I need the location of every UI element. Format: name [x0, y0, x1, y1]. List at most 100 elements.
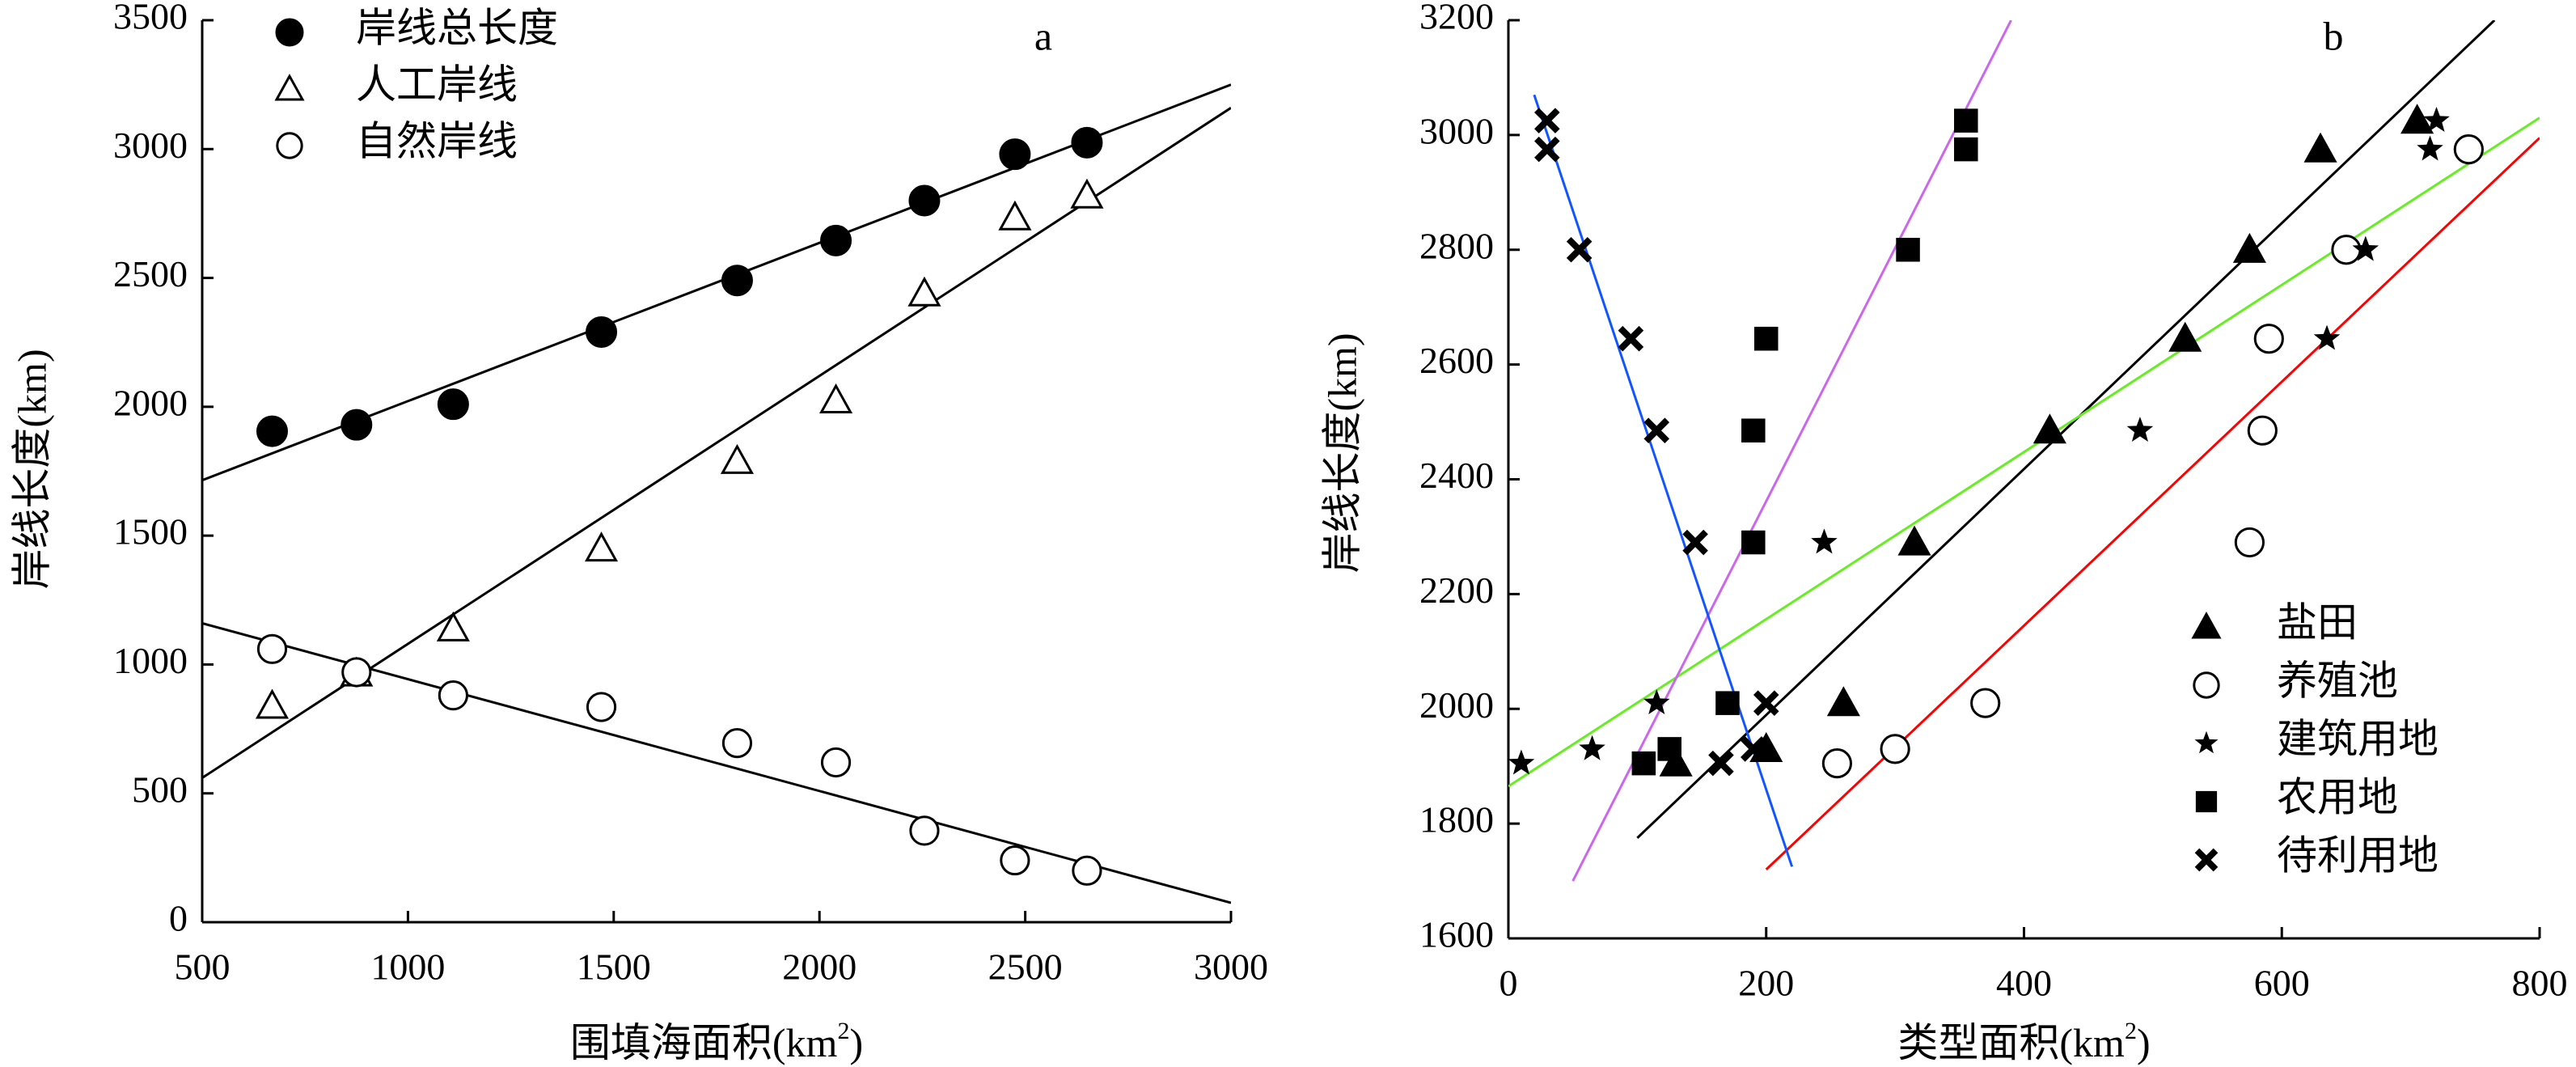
y-tick-label: 2800	[1419, 225, 1494, 266]
legend-marker	[2193, 671, 2220, 699]
y-tick-label: 2400	[1419, 455, 1494, 496]
data-point	[2453, 134, 2484, 165]
fit-lines	[1508, 20, 2540, 882]
fit-line	[202, 83, 1231, 482]
data-point	[1970, 688, 2001, 718]
data-point	[1954, 108, 1978, 133]
x-axis-title: 围填海面积(km2)	[570, 1018, 863, 1066]
data-point	[1741, 418, 1766, 442]
x-axis-title-close: )	[849, 1020, 863, 1065]
data-point	[909, 815, 940, 846]
y-tick-label: 3000	[1419, 110, 1494, 151]
y-tick-label: 3000	[113, 125, 188, 166]
data-point	[1821, 748, 1853, 779]
data-point	[2234, 527, 2265, 558]
data-point	[720, 443, 754, 474]
panel-label: b	[2324, 13, 2344, 58]
series-5	[1534, 108, 1779, 777]
x-axis-title-sup: 2	[837, 1018, 849, 1044]
data-point	[1643, 417, 1670, 443]
x-tick-label: 200	[1738, 963, 1794, 1004]
y-tick-label: 2000	[113, 382, 188, 423]
legend-label: 农用地	[2277, 774, 2398, 819]
x-tick-label: 500	[175, 946, 231, 988]
data-point	[1880, 734, 1910, 764]
fit-line	[202, 622, 1231, 904]
data-point	[907, 276, 941, 307]
data-point	[1741, 736, 1766, 762]
legend-marker	[2191, 612, 2222, 639]
data-point	[437, 388, 469, 421]
data-point	[1896, 237, 1920, 262]
legend-marker	[276, 132, 303, 159]
y-tick-label: 2000	[1419, 684, 1494, 726]
x-stroke	[1566, 236, 1593, 263]
y-tick-label: 1600	[1419, 914, 1494, 955]
x-stroke	[1643, 417, 1670, 443]
x-tick-label: 800	[2512, 963, 2568, 1004]
data-point	[2247, 415, 2278, 446]
data-point	[1753, 690, 1779, 716]
series-4	[1631, 108, 1978, 776]
y-tick-label: 500	[132, 768, 188, 810]
y-tick-label: 0	[169, 898, 188, 939]
legend-label: 岸线总长度	[356, 5, 558, 50]
y-tick-label: 1000	[113, 640, 188, 681]
data-point	[2352, 235, 2379, 261]
legend-label: 盐田	[2277, 599, 2358, 645]
data-point	[2400, 104, 2434, 134]
x-stroke	[2194, 848, 2219, 872]
data-point	[438, 680, 468, 711]
x-stroke	[1534, 108, 1560, 133]
x-stroke	[1741, 736, 1766, 762]
data-point	[256, 633, 288, 664]
fit-line	[202, 107, 1231, 779]
x-axis-title-sup: 2	[2125, 1018, 2137, 1044]
series-2	[255, 178, 1104, 719]
data-point	[999, 138, 1031, 171]
y-tick-label: 2500	[113, 253, 188, 294]
data-point	[2313, 324, 2341, 350]
fit-lines	[202, 83, 1231, 904]
y-tick-label: 2200	[1419, 569, 1494, 611]
data-point	[1811, 528, 1838, 554]
x-axis-title: 类型面积(km2)	[1897, 1018, 2150, 1066]
x-axis-title-main: 围填海面积	[570, 1020, 772, 1065]
y-tick-label: 3500	[113, 0, 188, 37]
x-stroke	[1618, 325, 1644, 352]
legend-label: 自然岸线	[356, 118, 518, 163]
data-point	[1534, 136, 1560, 163]
y-tick-label: 2600	[1419, 340, 1494, 381]
data-point	[1659, 746, 1693, 777]
data-point	[721, 265, 753, 297]
data-point	[1741, 530, 1766, 555]
data-point	[1072, 855, 1102, 886]
legend-marker	[2194, 848, 2219, 872]
data-point	[1566, 236, 1593, 263]
data-point	[1534, 108, 1560, 133]
y-tick-label: 1800	[1419, 799, 1494, 840]
panel-label: a	[1034, 13, 1052, 58]
y-tick-label: 3200	[1419, 0, 1494, 37]
data-point	[584, 531, 619, 562]
chart-a: 500 1000 1500 2000 2500 3000 0 500 1000 1500 2000 2…	[9, 0, 1268, 1065]
fit-line	[1571, 20, 2012, 882]
data-point	[2417, 135, 2443, 161]
legend-label: 人工岸线	[356, 61, 518, 107]
x-tick-label: 3000	[1194, 946, 1268, 988]
data-point	[721, 727, 753, 759]
data-point	[2032, 413, 2066, 444]
fit-line	[1636, 20, 2496, 839]
series-3	[1508, 107, 2450, 775]
data-point	[1708, 750, 1734, 777]
data-point	[1618, 325, 1644, 352]
data-point	[586, 692, 617, 722]
x-stroke	[1534, 136, 1560, 163]
x-tick-label: 1000	[370, 946, 445, 988]
x-axis-title-main: 类型面积	[1897, 1020, 2059, 1065]
legend-marker	[2195, 790, 2218, 813]
legend-label: 建筑用地	[2277, 716, 2439, 761]
